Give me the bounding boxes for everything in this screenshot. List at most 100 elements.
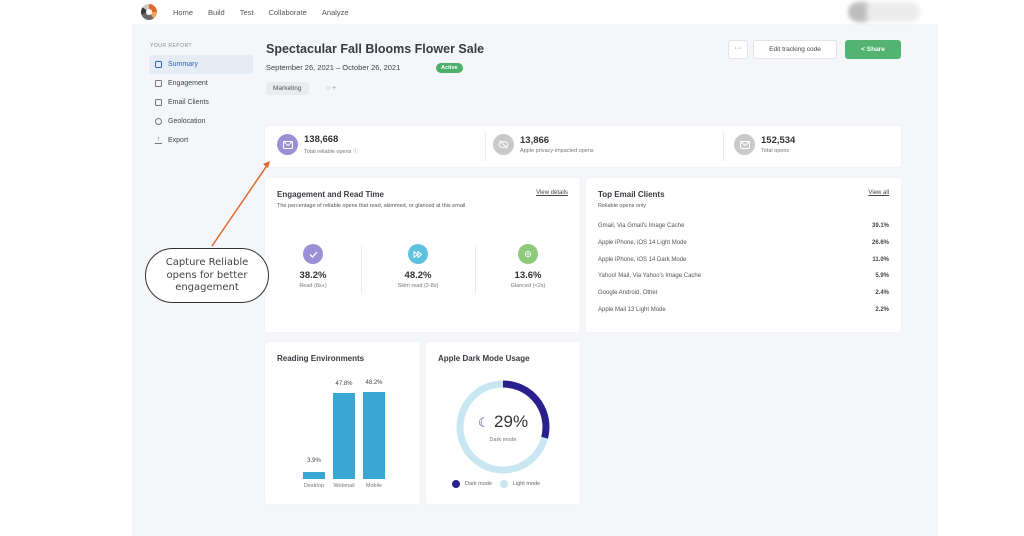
globe-icon	[155, 118, 162, 125]
sidebar-item-label: Engagement	[168, 80, 208, 87]
add-tag-button[interactable]: ○ +	[325, 85, 337, 92]
annotation-line: Capture Reliable	[165, 257, 249, 268]
legend-label: Light mode	[512, 481, 541, 487]
engagement-label: Read (8s+)	[299, 283, 327, 289]
nav-collaborate[interactable]: Collaborate	[268, 7, 307, 17]
sidebar-item-email-clients[interactable]: Email Clients	[149, 93, 253, 112]
moon-icon: ☾	[477, 415, 490, 430]
card-subtitle: The percentage of reliable opens that re…	[277, 203, 466, 209]
card-title: Reading Environments	[277, 354, 365, 363]
calendar-icon	[155, 61, 162, 68]
client-value: 2.4%	[875, 290, 889, 296]
bar-webmail	[333, 393, 355, 479]
stat-value: 138,668	[304, 134, 339, 145]
client-value: 2.2%	[875, 307, 889, 313]
client-value: 39.1%	[871, 223, 889, 229]
legend-dot-dark	[452, 480, 460, 488]
legend-dot-light	[499, 480, 508, 488]
nav-test[interactable]: Test	[239, 7, 254, 17]
sidebar-item-geolocation[interactable]: Geolocation	[149, 112, 253, 131]
divider	[475, 246, 476, 294]
sidebar-item-label: Summary	[168, 61, 198, 68]
apple-dark-mode-card: Apple Dark Mode Usage ☾ 29% Dark mode Da…	[426, 342, 580, 504]
bar-value-mobile: 48.2%	[365, 380, 383, 386]
engagement-read: 38.2% Read (8s+)	[268, 244, 358, 289]
eye-icon	[518, 244, 538, 264]
fast-forward-icon	[408, 244, 428, 264]
stat-total-reliable-opens: 138,668 Total reliable opens ⓘ	[277, 134, 358, 155]
card-title: Engagement and Read Time	[277, 190, 384, 199]
device-icon	[155, 99, 162, 106]
nav-home[interactable]: Home	[173, 7, 194, 17]
donut-center-label: Dark mode	[489, 437, 517, 443]
share-icon: <	[861, 46, 867, 53]
client-value: 26.6%	[871, 240, 889, 246]
more-options-button[interactable]: ···	[728, 40, 748, 59]
engagement-pct: 48.2%	[404, 270, 432, 281]
sidebar-item-label: Geolocation	[168, 118, 206, 125]
client-name: Google Android, Other	[598, 290, 658, 296]
bar-label-desktop: Desktop	[303, 483, 325, 489]
engagement-label: Skim read (2-8s)	[397, 283, 439, 289]
client-name: Apple iPhone, iOS 14 Light Mode	[598, 240, 687, 246]
tag-marketing[interactable]: Marketing	[266, 82, 309, 95]
stat-label: Total opens	[761, 148, 790, 154]
sidebar-item-export[interactable]: ↑ Export	[149, 131, 253, 150]
client-row: Apple iPhone, iOS 14 Light Mode 26.6%	[598, 240, 889, 246]
donut-center: ☾ 29%	[455, 412, 551, 432]
client-name: Apple iPhone, iOS 14 Dark Mode	[598, 257, 687, 263]
mail-icon	[734, 134, 755, 155]
date-range: September 26, 2021 – October 26, 2021	[266, 63, 401, 72]
stat-value: 13,866	[520, 135, 550, 146]
user-avatar-menu[interactable]	[848, 2, 920, 22]
page-title: Spectacular Fall Blooms Flower Sale	[266, 42, 485, 56]
sidebar-item-engagement[interactable]: Engagement	[149, 74, 253, 93]
status-badge: Active	[436, 63, 463, 73]
card-subtitle: Reliable opens only	[598, 203, 647, 209]
sidebar-item-summary[interactable]: Summary	[149, 55, 253, 74]
view-all-link[interactable]: View all	[868, 190, 889, 196]
sidebar-item-label: Export	[168, 137, 189, 144]
client-row: Apple iPhone, iOS 14 Dark Mode 11.0%	[598, 257, 889, 263]
engagement-glanced: 13.6% Glanced (<2s)	[483, 244, 573, 289]
check-icon	[303, 244, 323, 264]
app-window: Home Build Test Collaborate Analyze YOUR…	[132, 0, 938, 536]
nav-analyze[interactable]: Analyze	[321, 7, 349, 17]
opens-stats-card: 138,668 Total reliable opens ⓘ 13,866 Ap…	[265, 126, 901, 167]
client-name: Apple Mail 13 Light Mode	[598, 307, 666, 313]
client-value: 11.0%	[872, 257, 889, 263]
stat-apple-privacy-opens: 13,866 Apple privacy-impacted opens	[493, 134, 594, 155]
divider	[361, 246, 362, 294]
divider	[485, 132, 486, 161]
view-details-link[interactable]: View details	[536, 190, 568, 196]
share-button[interactable]: < Share	[845, 40, 901, 59]
client-value: 5.9%	[875, 273, 889, 279]
stat-label: Total reliable opens ⓘ	[304, 149, 359, 155]
engagement-pct: 13.6%	[514, 270, 542, 281]
divider	[723, 132, 724, 161]
bar-label-webmail: Webmail	[333, 483, 355, 489]
checkbox-icon	[155, 80, 162, 87]
annotation-callout: Capture Reliable opens for better engage…	[145, 248, 269, 303]
engagement-skim: 48.2% Skim read (2-8s)	[373, 244, 463, 289]
edit-tracking-code-button[interactable]: Edit tracking code	[753, 40, 837, 59]
share-label: Share	[866, 46, 885, 53]
reading-environments-card: Reading Environments 3.9% Desktop 47.8% …	[265, 342, 420, 504]
card-title: Top Email Clients	[598, 190, 665, 199]
bar-value-webmail: 47.8%	[335, 381, 353, 387]
client-row: Google Android, Other 2.4%	[598, 290, 889, 296]
client-row: Apple Mail 13 Light Mode 2.2%	[598, 307, 889, 313]
legend-label: Dark mode	[465, 481, 492, 487]
top-email-clients-card: Top Email Clients Reliable opens only Vi…	[586, 178, 901, 332]
engagement-card: Engagement and Read Time The percentage …	[265, 178, 580, 332]
client-row: Gmail, Via Gmail's Image Cache 39.1%	[598, 223, 889, 229]
nav-build[interactable]: Build	[208, 7, 225, 17]
chart-legend: Dark mode Light mode	[452, 480, 540, 488]
bar-label-mobile: Mobile	[365, 483, 383, 489]
stat-value: 152,534	[761, 135, 796, 146]
logo-icon[interactable]	[141, 4, 157, 20]
sidebar: YOUR REPORT Summary Engagement Email Cli…	[132, 24, 260, 150]
mail-icon	[277, 134, 298, 155]
engagement-pct: 38.2%	[299, 270, 327, 281]
